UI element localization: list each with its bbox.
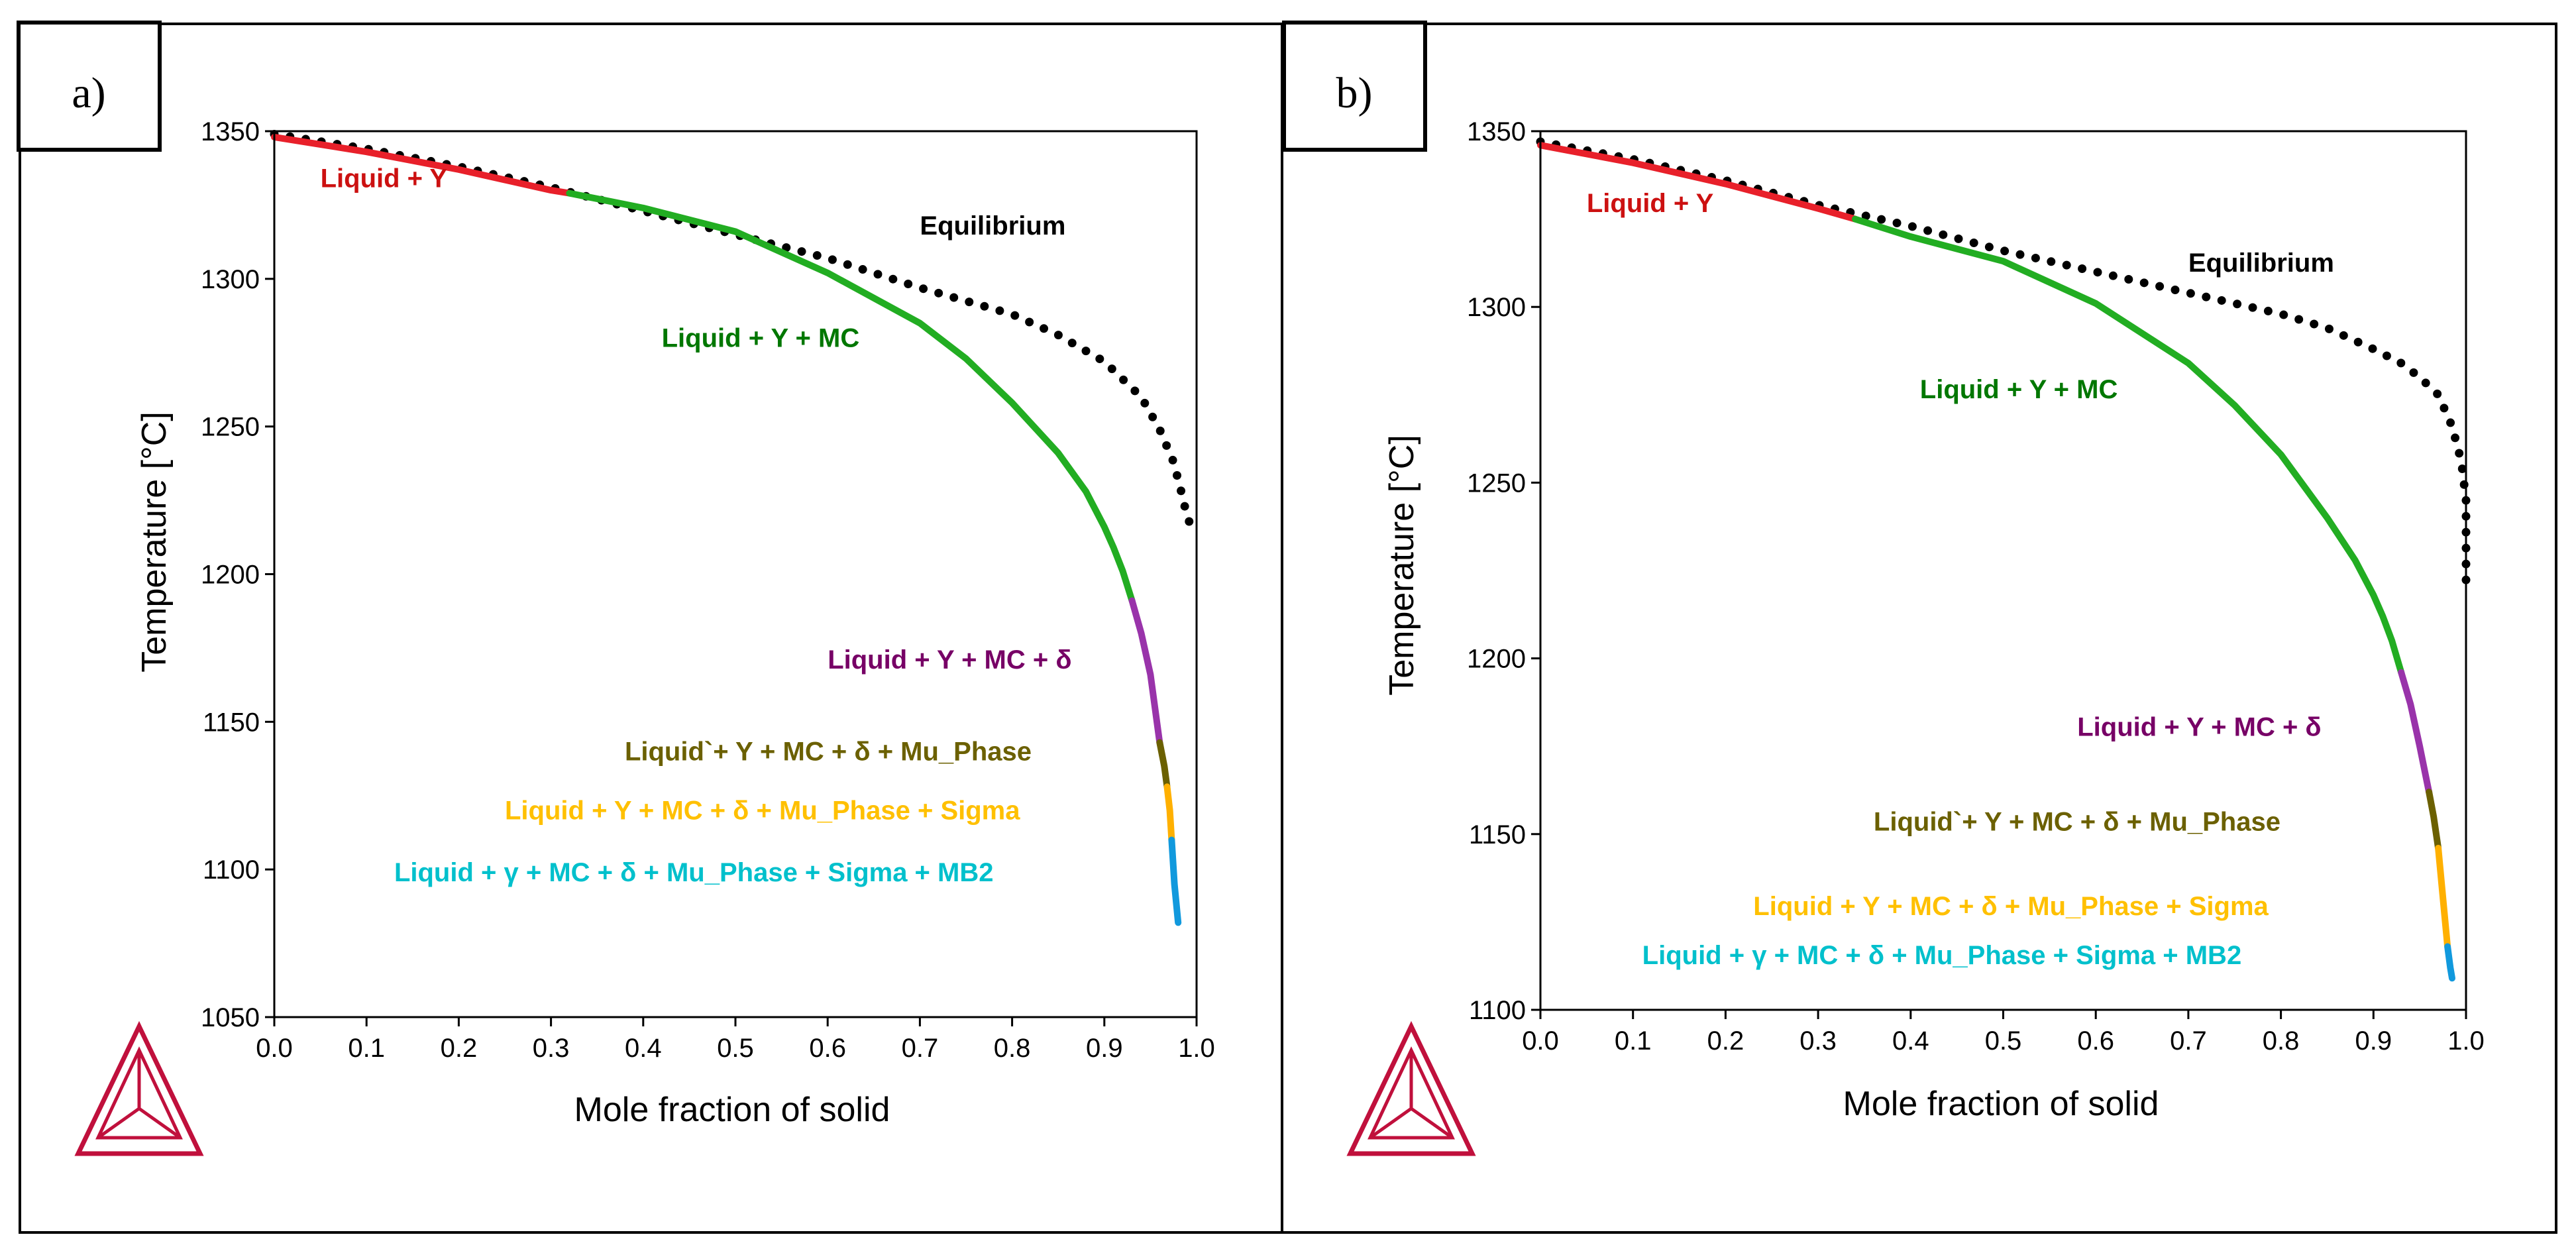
- panel-b-ytick-label: 1200: [1467, 645, 1526, 674]
- panel-a-ylabel: Temperature [°C]: [135, 411, 174, 673]
- panel-a-xtick-label: 0.7: [902, 1034, 939, 1063]
- panel-b-xtick-label: 0.3: [1799, 1026, 1837, 1056]
- panel-a-series-2: [566, 190, 1136, 604]
- panel-a-annotation: Liquid + Y + MC: [662, 323, 860, 353]
- panel-b-ytick-label: 1150: [1469, 820, 1526, 849]
- panel-b-series-6: [2444, 943, 2455, 982]
- panel-b-ytick-label: 1300: [1467, 293, 1526, 322]
- panel-a-annotation: Liquid + Y + MC + δ: [828, 645, 1071, 675]
- panel-b-yticks: 1100 1150 1200 1250 1300 1350: [1467, 117, 1540, 1025]
- panel-b-ylabel: Temperature [°C]: [1383, 435, 1421, 696]
- panel-a-tag: a): [72, 69, 105, 117]
- panel-a-tag-box: [17, 21, 162, 152]
- panel-b-plot-frame: [1539, 130, 2467, 1011]
- panel-b-xticks: 0.0 0.1 0.2 0.3 0.4 0.5 0.6 0.7 0.8 0.9 1.0: [1522, 1010, 2485, 1056]
- thermo-calc-logo-icon: [1346, 1020, 1476, 1156]
- panel-b-annotation: Liquid`+ Y + MC + δ + Mu_Phase: [1874, 807, 2281, 836]
- panel-a-plot-frame: [273, 130, 1198, 1018]
- panel-a-series-3: [1128, 597, 1163, 746]
- panel-b-xtick-label: 0.0: [1522, 1026, 1559, 1056]
- panel-a-series-1: [271, 133, 573, 197]
- panel-a-xticks: 0.0 0.1 0.2 0.3 0.4 0.5 0.6 0.7 0.8 0.9 1.0: [256, 1017, 1215, 1063]
- panel-a-series-5: [1163, 783, 1175, 844]
- panel-b-series-2: [1852, 215, 2405, 676]
- panel-b-xtick-label: 0.1: [1615, 1026, 1652, 1056]
- panel-b-xtick-label: 0.4: [1892, 1026, 1929, 1056]
- panel-b-ytick-label: 1250: [1467, 468, 1526, 498]
- panel-a-ytick-label: 1100: [203, 855, 260, 885]
- panel-a-xlabel: Mole fraction of solid: [574, 1091, 890, 1129]
- panel-b-xtick-label: 0.9: [2355, 1026, 2392, 1056]
- panel-a-xtick-label: 0.4: [625, 1034, 662, 1063]
- panel-b-annotation: Liquid + γ + MC + δ + Mu_Phase + Sigma +…: [1642, 941, 2242, 970]
- thermo-calc-logo-icon: [74, 1020, 204, 1156]
- panel-a-ytick-label: 1150: [203, 708, 260, 737]
- panel-b-series-3: [2398, 669, 2433, 796]
- panel-b-series-0: [1536, 137, 2471, 586]
- panel-b: b) Temperature [°C] Mole fraction of sol…: [1282, 21, 2485, 1156]
- panel-b-tag: b): [1336, 69, 1373, 117]
- panel-b-annotation: Liquid + Y + MC + δ: [2077, 712, 2321, 741]
- panel-b-xlabel: Mole fraction of solid: [1843, 1085, 2159, 1123]
- panel-a-series: [270, 130, 1201, 926]
- panel-b-annotation: Equilibrium: [2188, 248, 2334, 278]
- panel-b-annotation: Liquid + Y + MC: [1920, 375, 2118, 404]
- panel-a-yticks: 1050 1100 1150 1200 1250 1300 1350: [201, 117, 274, 1032]
- panel-a-annotation: Equilibrium: [920, 211, 1065, 241]
- panel-a-xtick-label: 0.1: [348, 1034, 385, 1063]
- panel-b-series-5: [2435, 845, 2451, 950]
- panel-a-ytick-label: 1350: [201, 117, 260, 146]
- panel-a-xtick-label: 0.2: [441, 1034, 478, 1063]
- panel-b-xtick-label: 0.5: [1985, 1026, 2022, 1056]
- panel-b-series: [1536, 137, 2471, 982]
- panel-b-annotation: Liquid + Y: [1587, 189, 1714, 218]
- panel-b-annotations: Liquid + Y Equilibrium Liquid + Y + MC Liqu…: [1587, 189, 2334, 970]
- panel-b-series-1: [1537, 142, 1858, 223]
- panel-a-ytick-label: 1050: [201, 1003, 260, 1032]
- panel-b-xtick-label: 0.6: [2077, 1026, 2114, 1056]
- panel-b-ytick-label: 1100: [1469, 996, 1526, 1025]
- panel-a-annotation: Liquid`+ Y + MC + δ + Mu_Phase: [625, 737, 1032, 766]
- panel-a-series-6: [1168, 836, 1182, 926]
- panel-b-tag-box: [1282, 21, 1427, 152]
- panel-a-xtick-label: 0.6: [809, 1034, 846, 1063]
- panel-b-xtick-label: 0.7: [2170, 1026, 2207, 1056]
- panel-a-annotations: Liquid + Y Equilibrium Liquid + Y + MC Liqu…: [321, 164, 1072, 887]
- panel-a-annotation: Liquid + Y: [321, 164, 448, 193]
- panel-b-annotation: Liquid + Y + MC + δ + Mu_Phase + Sigma: [1753, 892, 2269, 921]
- panel-a-series-4: [1156, 739, 1171, 790]
- panel-a-ytick-label: 1250: [201, 413, 260, 442]
- panel-b-series-4: [2426, 789, 2442, 851]
- panel-a-xtick-label: 0.9: [1086, 1034, 1123, 1063]
- panel-b-xtick-label: 1.0: [2447, 1026, 2485, 1056]
- panel-a-xtick-label: 0.3: [533, 1034, 570, 1063]
- panel-b-frame: [1281, 23, 2557, 1234]
- panel-a-annotation: Liquid + γ + MC + δ + Mu_Phase + Sigma +…: [394, 858, 994, 887]
- panel-a: a) Temperature [°C] Mole fraction of sol…: [17, 21, 1215, 1156]
- panel-b-xtick-label: 0.2: [1707, 1026, 1744, 1056]
- panel-b-xtick-label: 0.8: [2263, 1026, 2300, 1056]
- panel-b-ytick-label: 1350: [1467, 117, 1526, 146]
- panel-a-ytick-label: 1300: [201, 265, 260, 294]
- panel-a-annotation: Liquid + Y + MC + δ + Mu_Phase + Sigma: [505, 796, 1020, 825]
- panel-a-xtick-label: 0.0: [256, 1034, 293, 1063]
- panel-a-xtick-label: 1.0: [1178, 1034, 1215, 1063]
- panel-a-ytick-label: 1200: [201, 561, 260, 590]
- panel-a-xtick-label: 0.8: [994, 1034, 1031, 1063]
- panel-a-xtick-label: 0.5: [717, 1034, 754, 1063]
